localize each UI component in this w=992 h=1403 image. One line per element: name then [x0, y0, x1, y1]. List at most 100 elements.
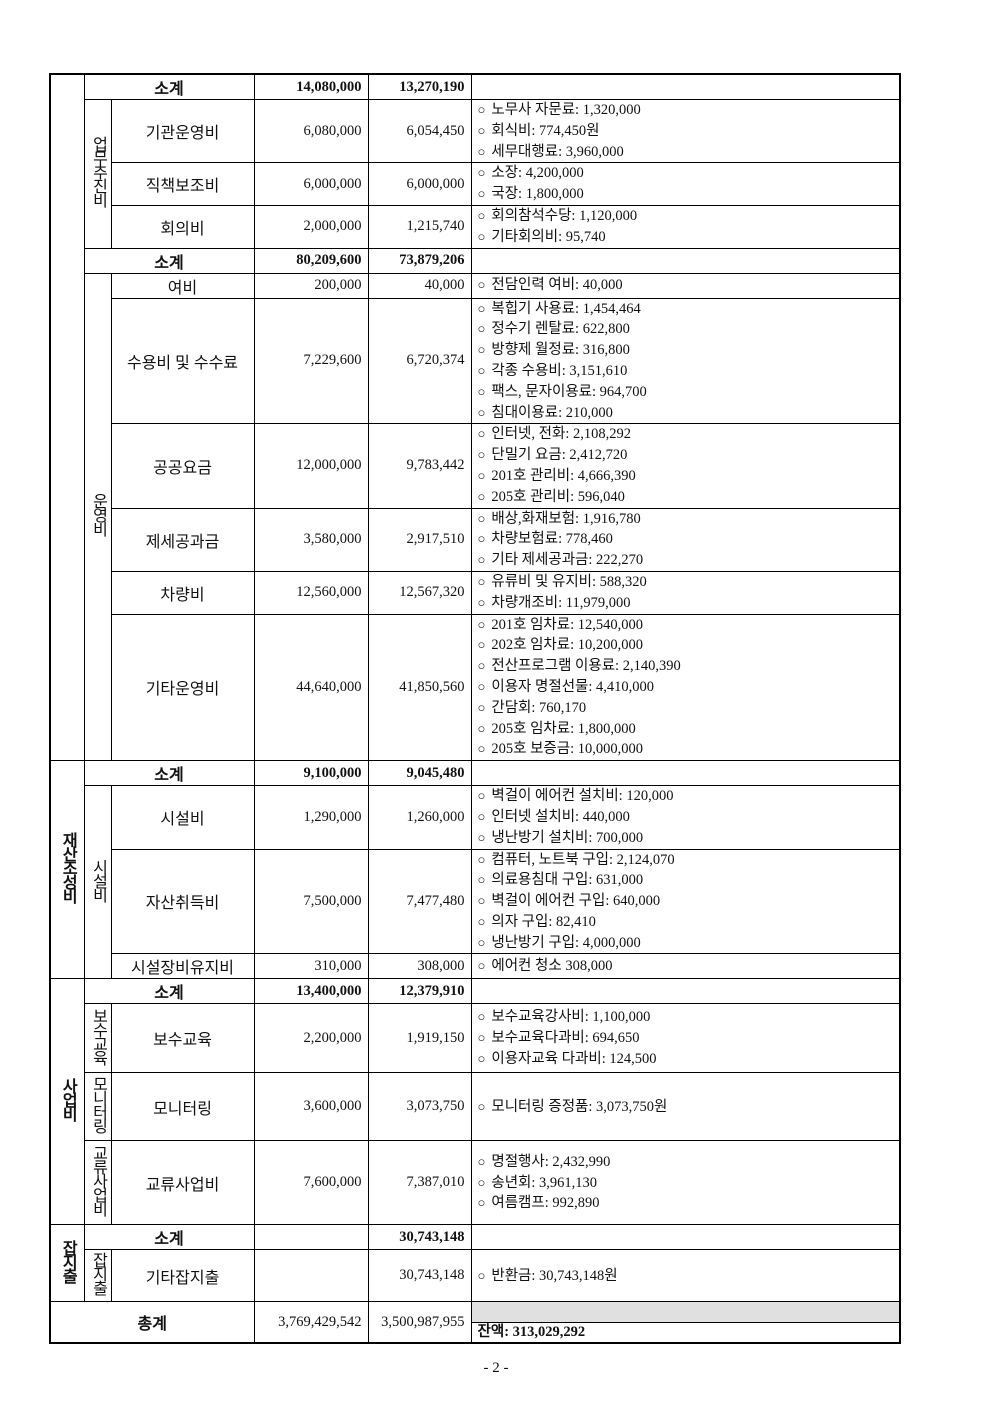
details-cell: 컴퓨터, 노트북 구입: 2,124,070의료용침대 구입: 631,000벽…: [470, 848, 901, 955]
details-cell: 벽걸이 에어컨 설치비: 120,000인터넷 설치비: 440,000냉난방기…: [470, 785, 901, 850]
balance-cell: 잔액: 313,029,292: [470, 1301, 901, 1344]
budget-amount: 6,080,000: [253, 98, 369, 164]
details-cell: 모니터링 증정품: 3,073,750원: [470, 1072, 901, 1142]
budget-amount: 7,500,000: [253, 848, 369, 955]
item-label: 기타잡지출: [110, 1249, 255, 1303]
spent-amount: 7,477,480: [367, 848, 472, 955]
item-label: 여비: [110, 272, 255, 299]
total-budget: 3,769,429,542: [253, 1301, 369, 1344]
item-label: 공공요금: [110, 423, 255, 509]
detail-item: 회식비: 774,450원: [478, 121, 893, 142]
detail-item: 전산프로그램 이용료: 2,140,390: [478, 656, 893, 677]
details-cell: 복힙기 사용료: 1,454,464정수기 렌탈료: 622,800방향제 월정…: [470, 297, 901, 425]
budget-amount: 14,080,000: [253, 73, 369, 100]
details-cell: 에어컨 청소 308,000: [470, 953, 901, 980]
budget-amount: 1,290,000: [253, 785, 369, 850]
subcategory-cell: 보수교육: [83, 1003, 112, 1074]
detail-item: 냉난방기 설치비: 700,000: [478, 828, 893, 848]
budget-amount: 44,640,000: [253, 613, 369, 762]
detail-item: 벽걸이 에어컨 설치비: 120,000: [478, 787, 893, 807]
detail-item: 냉난방기 구입: 4,000,000: [478, 933, 893, 953]
spent-amount: 9,045,480: [367, 760, 472, 787]
subcategory-cell: 시설비: [83, 785, 112, 980]
detail-item: 각종 수용비: 3,151,610: [478, 361, 893, 382]
detail-item: 세무대행료: 3,960,000: [478, 142, 893, 162]
spent-amount: 9,783,442: [367, 423, 472, 509]
spent-amount: 308,000: [367, 953, 472, 980]
spent-amount: 6,720,374: [367, 297, 472, 425]
spent-amount: 3,073,750: [367, 1072, 472, 1142]
spent-amount: 73,879,206: [367, 247, 472, 274]
detail-item: 침대이용료: 210,000: [478, 403, 893, 423]
budget-amount: [253, 1249, 369, 1303]
detail-item: 기타회의비: 95,740: [478, 227, 893, 247]
detail-item: 복힙기 사용료: 1,454,464: [478, 299, 893, 319]
detail-item: 회의참석수당: 1,120,000: [478, 206, 893, 226]
detail-item: 205호 관리비: 596,040: [478, 487, 893, 507]
shaded-cell: [472, 1302, 899, 1324]
detail-item: 인터넷, 전화: 2,108,292: [478, 425, 893, 445]
detail-item: 소장: 4,200,000: [478, 164, 893, 184]
subcategory-cell: 모니터링: [83, 1072, 112, 1142]
detail-item: 201호 관리비: 4,666,390: [478, 466, 893, 487]
item-label: 차량비: [110, 570, 255, 615]
budget-amount: 9,100,000: [253, 760, 369, 787]
item-label: 수용비 및 수수료: [110, 297, 255, 425]
detail-item: 차량보험료: 778,460: [478, 529, 893, 550]
budget-amount: 6,000,000: [253, 162, 369, 206]
detail-item: 205호 보증금: 10,000,000: [478, 739, 893, 759]
subtotal-row: 재산조성비 소계 9,100,000 9,045,480: [49, 760, 901, 980]
category-label: 사업비: [59, 1078, 77, 1121]
item-label: 기관운영비: [110, 98, 255, 164]
detail-item: 벽걸이 에어컨 구입: 640,000: [478, 891, 893, 912]
item-label: 직책보조비: [110, 162, 255, 206]
spent-amount: 2,917,510: [367, 507, 472, 572]
budget-amount: 310,000: [253, 953, 369, 980]
subtotal-label: 소계: [83, 1224, 255, 1251]
detail-item: 차량개조비: 11,979,000: [478, 593, 893, 613]
budget-amount: 3,600,000: [253, 1072, 369, 1142]
spent-amount: 6,054,450: [367, 98, 472, 164]
details-cell: [470, 978, 901, 1005]
detail-item: 의료용침대 구입: 631,000: [478, 870, 893, 891]
detail-item: 노무사 자문료: 1,320,000: [478, 101, 893, 121]
details-cell: [470, 73, 901, 100]
details-cell: 반환금: 30,743,148원: [470, 1249, 901, 1303]
item-label: 시설장비유지비: [110, 953, 255, 980]
detail-item: 전담인력 여비: 40,000: [478, 275, 893, 296]
subcategory-cell: 운영비: [83, 272, 112, 762]
total-spent: 3,500,987,955: [367, 1301, 472, 1344]
detail-item: 205호 임차료: 1,800,000: [478, 719, 893, 740]
subtotal-row: 소계 80,209,600 73,879,206: [50, 247, 901, 274]
spent-amount: 7,387,010: [367, 1140, 472, 1226]
details-cell: 배상,화재보험: 1,916,780차량보험료: 778,460기타 제세공과금…: [470, 507, 901, 572]
details-cell: [470, 247, 901, 274]
spent-amount: 1,919,150: [367, 1003, 472, 1074]
spent-amount: 41,850,560: [367, 613, 472, 762]
detail-item: 간담회: 760,170: [478, 698, 893, 719]
detail-item: 에어컨 청소 308,000: [478, 956, 893, 977]
detail-item: 202호 임차료: 10,200,000: [478, 635, 893, 656]
budget-amount: [253, 1224, 369, 1251]
subcategory-label: 업무추진비: [89, 136, 107, 207]
details-cell: [470, 760, 901, 787]
detail-item: 모니터링 증정품: 3,073,750원: [478, 1097, 893, 1118]
subtotal-label: 소계: [83, 760, 255, 787]
details-cell: 보수교육강사비: 1,100,000보수교육다과비: 694,650이용자교육 …: [470, 1003, 901, 1074]
page-number: - 2 -: [483, 1360, 509, 1376]
item-label: 보수교육: [110, 1003, 255, 1074]
detail-item: 컴퓨터, 노트북 구입: 2,124,070: [478, 850, 893, 870]
subcategory-cell: 업무추진비: [83, 99, 112, 249]
detail-item: 유류비 및 유지비: 588,320: [478, 572, 893, 592]
spent-amount: 30,743,148: [367, 1224, 472, 1251]
detail-item: 여름캠프: 992,890: [478, 1193, 893, 1214]
